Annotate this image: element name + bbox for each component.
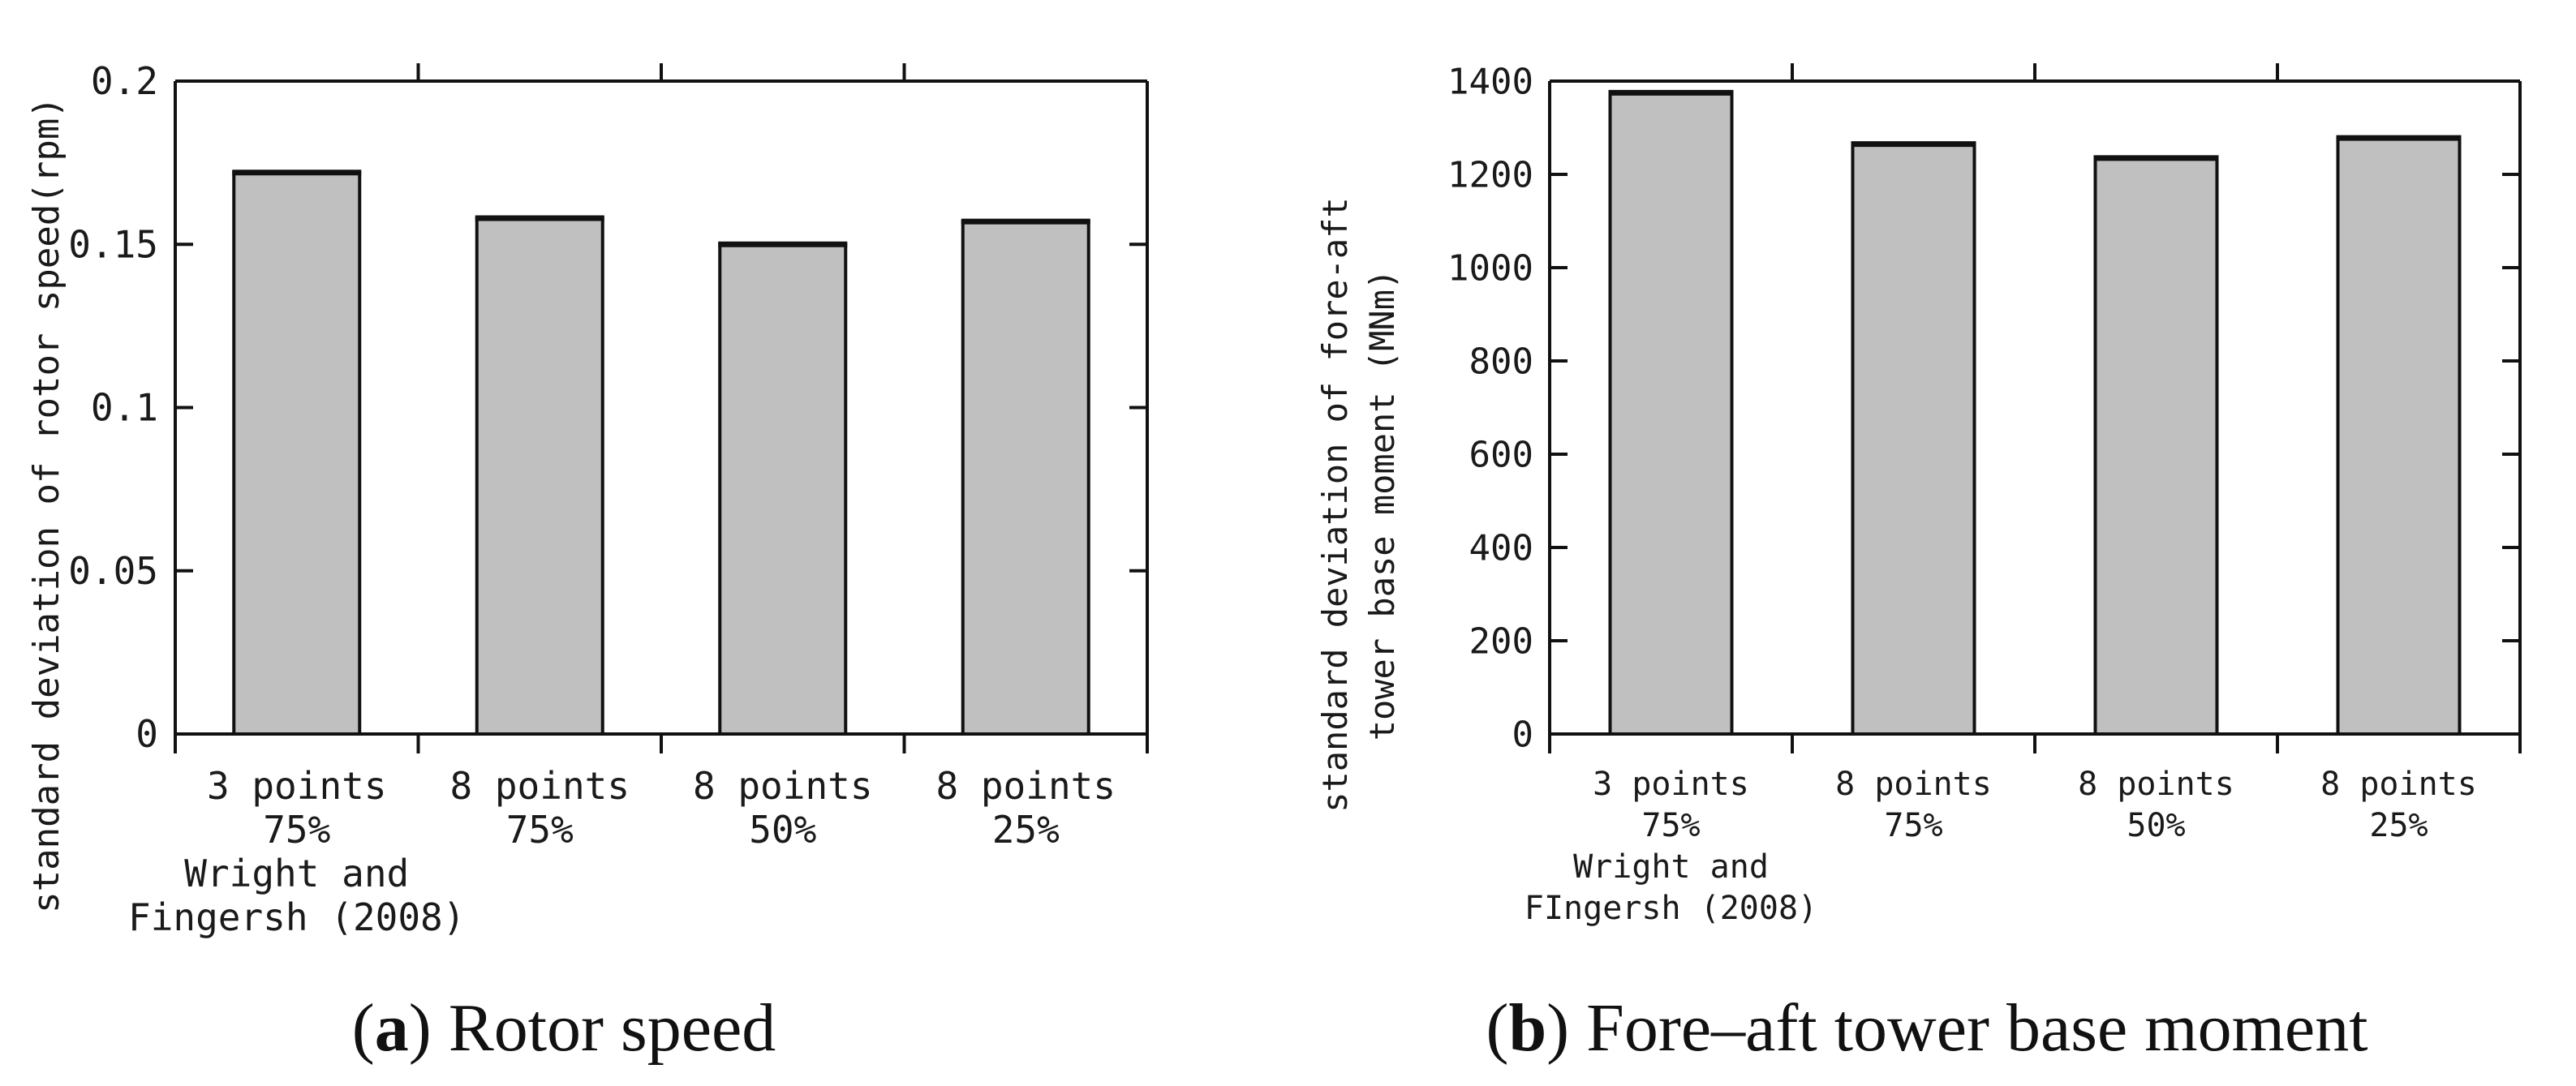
x-tick-label: 50% — [2127, 807, 2185, 844]
caption-rotor-speed: (a) Rotor speed — [352, 990, 776, 1066]
x-tick-label: 75% — [506, 808, 574, 852]
x-tick-label: 8 points — [935, 764, 1116, 808]
y-axis-label: standard deviation of fore-aft tower base… — [1315, 197, 1402, 813]
x-tick-label: Wright and — [184, 852, 409, 895]
bar — [232, 170, 362, 736]
caption-text: Rotor speed — [432, 990, 776, 1066]
y-tick-label: 0.1 — [91, 386, 158, 430]
bar — [961, 220, 1090, 736]
y-tick-label: 600 — [1469, 434, 1533, 475]
x-tick-label: 8 points — [2078, 766, 2234, 803]
y-tick-labels: 0 200 400 600 800 1000 1200 1400 — [1447, 61, 1533, 755]
caption-label: a — [375, 990, 409, 1066]
x-tick-label: 8 points — [1835, 766, 1992, 803]
caption-tower-moment: (b) Fore–aft tower base moment — [1486, 990, 2367, 1066]
x-tick-label: Fingersh (2008) — [128, 895, 465, 939]
bars — [232, 170, 1090, 736]
y-axis-label: standard deviation of rotor speed(rpm) — [26, 97, 67, 913]
bar — [2093, 156, 2219, 736]
chart-panel-rotor-speed: standard deviation of rotor speed(rpm) 0… — [26, 59, 1149, 1066]
caption-text: Fore–aft tower base moment — [1569, 990, 2367, 1066]
x-tick-label: 3 points — [1593, 766, 1749, 803]
caption-label: b — [1508, 990, 1546, 1066]
x-tick-label: 8 points — [449, 764, 630, 808]
y-tick-label: 0.2 — [91, 59, 158, 103]
x-tick-label: FIngersh (2008) — [1525, 890, 1817, 927]
x-tick-labels: 3 points 75% Wright and FIngersh (2008) 8 po… — [1525, 766, 2477, 927]
y-tick-label: 200 — [1469, 620, 1533, 662]
chart-panel-tower-moment: standard deviation of fore-aft tower base… — [1315, 61, 2522, 1066]
y-tick-label: 400 — [1469, 527, 1533, 569]
y-tick-label: 0 — [135, 712, 158, 756]
x-tick-label: 8 points — [693, 764, 873, 808]
bar — [1851, 142, 1976, 736]
bar — [718, 243, 848, 736]
x-tick-label: 3 points — [207, 764, 387, 808]
x-tick-label: 8 points — [2320, 766, 2477, 803]
y-tick-label: 1200 — [1447, 154, 1533, 195]
y-axis-label-line: standard deviation of fore-aft — [1315, 197, 1355, 813]
y-axis-label-line: standard deviation of rotor speed(rpm) — [26, 97, 67, 913]
y-tick-label: 0.05 — [68, 549, 158, 593]
y-tick-labels: 0 0.05 0.1 0.15 0.2 — [68, 59, 158, 756]
y-tick-label: 1000 — [1447, 247, 1533, 289]
bar — [1608, 91, 1734, 736]
y-tick-label: 800 — [1469, 341, 1533, 382]
y-tick-label: 0 — [1512, 714, 1534, 755]
y-tick-label: 0.15 — [68, 222, 158, 266]
x-tick-label: 75% — [1641, 807, 1700, 844]
x-tick-label: 75% — [1884, 807, 1942, 844]
bars — [1608, 89, 2462, 736]
x-tick-label: 25% — [2369, 807, 2428, 844]
y-axis-label-line: tower base moment (MNm) — [1362, 269, 1402, 741]
bar — [475, 217, 604, 736]
x-tick-label: 75% — [263, 808, 330, 852]
y-tick-label: 1400 — [1447, 61, 1533, 102]
bar — [2336, 136, 2462, 736]
x-tick-label: 25% — [992, 808, 1060, 852]
x-tick-label: Wright and — [1573, 848, 1769, 886]
x-tick-label: 50% — [749, 808, 816, 852]
